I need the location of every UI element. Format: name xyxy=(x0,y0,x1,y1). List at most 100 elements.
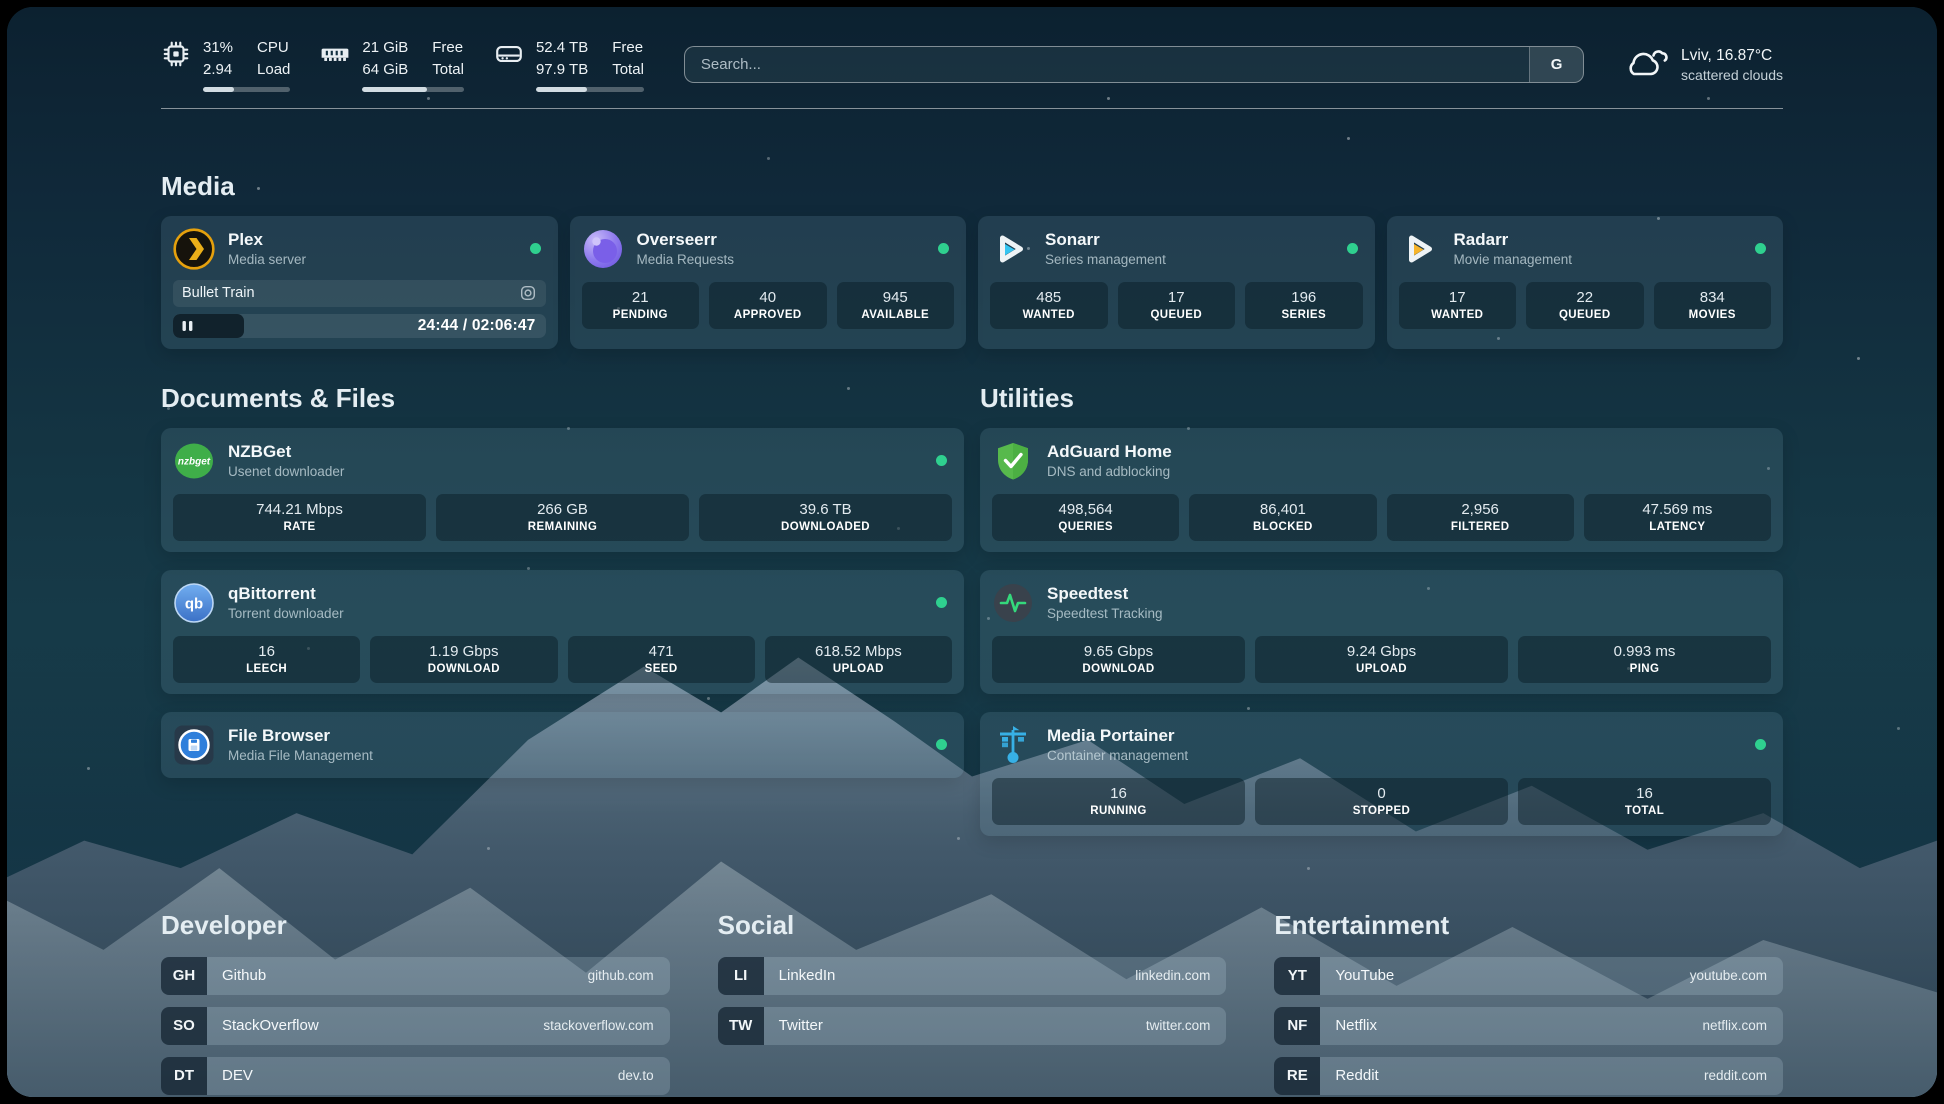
stat-value: 9.65 Gbps xyxy=(1083,642,1154,660)
status-dot xyxy=(936,597,947,608)
stat-tile: 744.21 Mbps RATE xyxy=(173,493,426,541)
bookmark-url: twitter.com xyxy=(1145,1018,1211,1033)
bookmark-name: Github xyxy=(222,967,267,984)
bookmark-name: DEV xyxy=(222,1067,253,1084)
service-card-nzbget[interactable]: nzbget NZBGet Usenet downloader 744.21 M… xyxy=(161,427,964,552)
stat-tile: 17 WANTED xyxy=(1398,281,1516,329)
filebrowser-icon xyxy=(173,724,215,766)
service-card-sonarr[interactable]: Sonarr Series management 485 WANTED 17 Q… xyxy=(978,215,1375,349)
bookmark-abbr: NF xyxy=(1274,1006,1321,1045)
stat-tile: 86,401 BLOCKED xyxy=(1189,493,1377,541)
service-card-adguard[interactable]: AdGuard Home DNS and adblocking 498,564 … xyxy=(980,427,1783,552)
cpu-progress-track xyxy=(203,86,291,92)
memory-progress-fill xyxy=(362,86,428,92)
stat-value: 16 xyxy=(1110,784,1127,802)
snow-particles xyxy=(7,7,10,10)
plex-icon xyxy=(173,227,215,270)
top-bar: 31% 2.94 CPU Load xyxy=(161,7,1783,92)
bookmark-linkedin[interactable]: LI LinkedIn linkedin.com xyxy=(717,956,1227,995)
radarr-icon xyxy=(1399,228,1441,270)
stat-value: 21 xyxy=(631,288,649,306)
bookmark-url: github.com xyxy=(587,968,654,983)
bookmarks-grid: Developer GH Github github.com SO StackO… xyxy=(161,910,1783,1098)
service-desc: Speedtest Tracking xyxy=(1047,605,1163,621)
service-card-speedtest[interactable]: Speedtest Speedtest Tracking 9.65 Gbps D… xyxy=(980,569,1783,694)
memory-stat-widget: 21 GiB 64 GiB Free Total xyxy=(320,37,464,92)
stat-label: DOWNLOAD xyxy=(1082,662,1155,675)
service-name: NZBGet xyxy=(228,441,292,461)
ram-icon xyxy=(320,39,350,73)
bookmark-url: youtube.com xyxy=(1689,968,1767,983)
service-card-portainer[interactable]: Media Portainer Container management 16 … xyxy=(980,711,1783,836)
bookmark-name: LinkedIn xyxy=(778,967,836,984)
stat-value: 16 xyxy=(258,642,275,660)
service-card-overseerr[interactable]: Overseerr Media Requests 21 PENDING 40 A… xyxy=(569,215,966,349)
stat-value: 86,401 xyxy=(1259,500,1306,518)
stat-value: 2,956 xyxy=(1461,500,1499,518)
memory-free-value: 21 GiB xyxy=(362,39,409,56)
service-desc: Container management xyxy=(1047,747,1189,763)
stat-label: RUNNING xyxy=(1090,804,1147,817)
section-title-utilities: Utilities xyxy=(980,382,1074,413)
search-input[interactable] xyxy=(684,46,1530,82)
stat-tile: 196 SERIES xyxy=(1245,281,1363,329)
stat-value: 945 xyxy=(882,288,908,306)
bookmark-dev[interactable]: DT DEV dev.to xyxy=(161,1056,670,1095)
bookmark-twitter[interactable]: TW Twitter twitter.com xyxy=(717,1006,1227,1045)
stat-label: PING xyxy=(1629,662,1660,675)
service-desc: DNS and adblocking xyxy=(1047,463,1171,479)
disk-free-value: 52.4 TB xyxy=(535,39,589,56)
stat-label: LEECH xyxy=(246,662,288,675)
bookmark-reddit[interactable]: RE Reddit reddit.com xyxy=(1274,1056,1783,1095)
stat-label: SERIES xyxy=(1281,308,1327,321)
bookmark-stackoverflow[interactable]: SO StackOverflow stackoverflow.com xyxy=(161,1006,670,1045)
stat-label: DOWNLOAD xyxy=(427,662,500,675)
disk-stat-widget: 52.4 TB 97.9 TB Free Total xyxy=(494,37,644,92)
background-tint xyxy=(7,7,1937,1097)
service-name: File Browser xyxy=(228,725,331,745)
service-name: Sonarr xyxy=(1045,229,1100,249)
status-dot xyxy=(1755,739,1766,750)
section-title-developer: Developer xyxy=(161,909,287,940)
media-type-icon xyxy=(519,284,537,302)
disk-icon xyxy=(494,39,524,73)
bookmark-abbr: RE xyxy=(1274,1056,1321,1095)
service-card-filebrowser[interactable]: File Browser Media File Management xyxy=(161,711,964,778)
stat-tile: 39.6 TB DOWNLOADED xyxy=(699,493,952,541)
weather-widget: Lviv, 16.87°C scattered clouds xyxy=(1624,45,1783,83)
bookmark-name: StackOverflow xyxy=(222,1017,319,1034)
section-title-entertainment: Entertainment xyxy=(1274,909,1450,940)
header-divider xyxy=(161,107,1783,109)
stat-value: 17 xyxy=(1448,288,1466,306)
stat-label: DOWNLOADED xyxy=(781,520,870,533)
cpu-icon xyxy=(161,39,191,73)
bookmark-youtube[interactable]: YT YouTube youtube.com xyxy=(1274,956,1783,995)
bookmark-name: YouTube xyxy=(1335,967,1395,984)
bookmark-abbr: LI xyxy=(717,956,764,995)
service-card-qbittorrent[interactable]: qb qBittorrent Torrent downloader 16 LEE… xyxy=(161,569,964,694)
bookmark-url: stackoverflow.com xyxy=(543,1018,654,1033)
stat-value: 471 xyxy=(648,642,674,660)
cpu-label: CPU xyxy=(257,39,289,56)
service-card-radarr[interactable]: Radarr Movie management 17 WANTED 22 QUE… xyxy=(1386,215,1783,349)
memory-free-label: Free xyxy=(432,39,464,56)
bookmark-abbr: YT xyxy=(1274,956,1321,995)
stat-tile: 485 WANTED xyxy=(990,281,1108,329)
service-card-plex[interactable]: Plex Media server Bullet Train xyxy=(161,215,558,349)
stat-tile: 47.569 ms LATENCY xyxy=(1583,493,1771,541)
disk-free-label: Free xyxy=(612,39,644,56)
status-dot xyxy=(936,739,947,750)
nzbget-icon: nzbget xyxy=(173,440,215,482)
section-title-documents: Documents & Files xyxy=(161,382,396,413)
bookmark-github[interactable]: GH Github github.com xyxy=(161,956,670,995)
stat-label: REMAINING xyxy=(527,520,598,533)
service-name: Speedtest xyxy=(1047,583,1129,603)
now-playing-title: Bullet Train xyxy=(182,285,255,301)
cpu-stat-widget: 31% 2.94 CPU Load xyxy=(161,37,291,92)
bookmark-netflix[interactable]: NF Netflix netflix.com xyxy=(1274,1006,1783,1045)
qbittorrent-icon-text: qb xyxy=(185,595,203,612)
service-desc: Media server xyxy=(228,251,307,267)
bookmark-url: linkedin.com xyxy=(1135,968,1211,983)
search-provider-button[interactable]: G xyxy=(1529,46,1584,82)
service-name: qBittorrent xyxy=(228,583,316,603)
